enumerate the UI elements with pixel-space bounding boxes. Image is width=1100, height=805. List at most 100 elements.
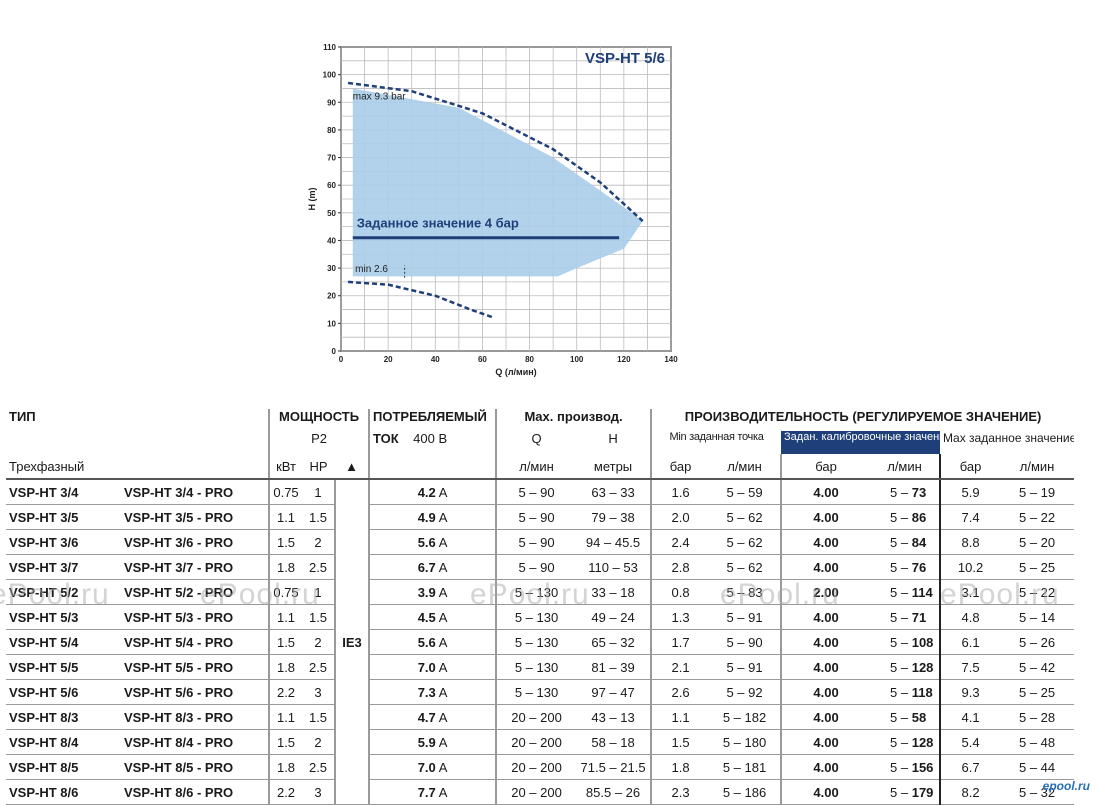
x-axis-title: Q (л/мин) bbox=[495, 367, 536, 377]
spec-table: ТИП МОЩНОСТЬ ПОТРЕБЛЯЕМЫЙ Max. производ.… bbox=[6, 409, 1075, 805]
cal-flow-max: 84 bbox=[911, 534, 927, 550]
current-cell: 7.0 A bbox=[368, 654, 497, 680]
cal-flow-min: 5 – bbox=[890, 759, 912, 775]
cal-flow-min: 5 – bbox=[890, 484, 912, 500]
cal-bar-cell: 4.00 bbox=[780, 679, 871, 705]
min-bar-cell: 1.3 bbox=[650, 604, 710, 630]
head-range-cell: 85.5 – 26 bbox=[576, 779, 652, 805]
model-cell: VSP-HT 3/6 bbox=[6, 529, 121, 555]
current-cell: 4.2 A bbox=[368, 479, 497, 505]
cal-flow-max: 128 bbox=[911, 734, 934, 750]
model-cell: VSP-HT 8/6 bbox=[6, 779, 121, 805]
min-bar-cell: 1.8 bbox=[650, 754, 710, 780]
power-kw-cell: 1.1 bbox=[268, 504, 303, 530]
power-hp-cell: 1.5 bbox=[302, 504, 336, 530]
y-tick-label: 60 bbox=[327, 181, 336, 190]
corner-logo: epool.ru bbox=[1042, 779, 1090, 793]
max-bar-cell: 10.2 bbox=[940, 554, 1001, 580]
min-flow-cell: 5 – 182 bbox=[709, 704, 782, 730]
y-tick-label: 100 bbox=[323, 71, 337, 80]
col-current-tok: ТОК bbox=[373, 431, 399, 446]
cal-flow-min: 5 – bbox=[890, 659, 912, 675]
flow-range-cell: 5 – 90 bbox=[495, 504, 577, 530]
head-range-cell: 33 – 18 bbox=[576, 579, 652, 605]
head-range-cell: 49 – 24 bbox=[576, 604, 652, 630]
power-kw-cell: 1.8 bbox=[268, 654, 303, 680]
power-kw-cell: 1.1 bbox=[268, 704, 303, 730]
cal-bar-cell: 4.00 bbox=[780, 629, 871, 655]
power-kw-cell: 0.75 bbox=[268, 479, 303, 505]
pro-model-cell: VSP-HT 3/5 - PRO bbox=[121, 504, 270, 530]
flow-range-cell: 5 – 90 bbox=[495, 529, 577, 555]
power-hp-cell: 1 bbox=[302, 479, 336, 505]
cal-flow-max: 128 bbox=[911, 659, 934, 675]
col-400v: 400 В bbox=[413, 431, 448, 446]
min-label: min 2.6 bbox=[355, 264, 388, 275]
current-unit: A bbox=[438, 584, 448, 600]
current-cell: 7.3 A bbox=[368, 679, 497, 705]
min-flow-cell: 5 – 91 bbox=[709, 604, 782, 630]
max-flow-cell: 5 – 22 bbox=[1000, 504, 1075, 530]
col-current: ПОТРЕБЛЯЕМЫЙ bbox=[368, 409, 497, 431]
max-bar-cell: 5.9 bbox=[940, 479, 1001, 505]
cal-bar-cell: 4.00 bbox=[780, 604, 871, 630]
power-kw-cell: 2.2 bbox=[268, 679, 303, 705]
col-maxset: Max заданное значение bbox=[943, 431, 1075, 445]
cal-flow-max: 76 bbox=[911, 559, 927, 575]
chart-title: VSP-HT 5/6 bbox=[585, 50, 665, 67]
max-bar-cell: 4.1 bbox=[940, 704, 1001, 730]
max-flow-cell: 5 – 22 bbox=[1000, 579, 1075, 605]
min-flow-cell: 5 – 180 bbox=[709, 729, 782, 755]
pro-model-cell: VSP-HT 8/6 - PRO bbox=[121, 779, 270, 805]
x-tick-label: 120 bbox=[617, 355, 631, 364]
current-unit: A bbox=[438, 609, 448, 625]
current-cell: 5.6 A bbox=[368, 529, 497, 555]
cal-flow-max: 179 bbox=[911, 784, 934, 800]
cal-flow-cell: 5 – 156 bbox=[870, 754, 942, 780]
pro-model-cell: VSP-HT 3/4 - PRO bbox=[121, 479, 270, 505]
min-flow-cell: 5 – 83 bbox=[709, 579, 782, 605]
current-cell: 4.5 A bbox=[368, 604, 497, 630]
max-flow-cell: 5 – 44 bbox=[1000, 754, 1075, 780]
flow-range-cell: 5 – 90 bbox=[495, 479, 577, 505]
col-cal-bar: бар bbox=[780, 454, 871, 480]
x-tick-label: 20 bbox=[384, 355, 393, 364]
min-flow-cell: 5 – 62 bbox=[709, 554, 782, 580]
head-range-cell: 81 – 39 bbox=[576, 654, 652, 680]
max-bar-cell: 8.2 bbox=[940, 779, 1001, 805]
min-flow-cell: 5 – 59 bbox=[709, 479, 782, 505]
cal-flow-cell: 5 – 73 bbox=[870, 479, 942, 505]
cal-flow-cell: 5 – 84 bbox=[870, 529, 942, 555]
col-power: МОЩНОСТЬ bbox=[268, 409, 370, 431]
cal-flow-max: 86 bbox=[911, 509, 927, 525]
min-flow-cell: 5 – 90 bbox=[709, 629, 782, 655]
regulated-area bbox=[352, 88, 643, 277]
power-hp-cell: 1.5 bbox=[302, 704, 336, 730]
max-bar-cell: 3.1 bbox=[940, 579, 1001, 605]
chart-svg: Заданное значение 4 бар max 9.3 bar min 2.… bbox=[307, 43, 678, 377]
flow-range-cell: 20 – 200 bbox=[495, 754, 577, 780]
y-tick-label: 10 bbox=[327, 319, 336, 328]
y-tick-label: 20 bbox=[327, 292, 336, 301]
current-cell: 5.6 A bbox=[368, 629, 497, 655]
current-value: 3.9 bbox=[417, 584, 436, 600]
min-bar-cell: 1.5 bbox=[650, 729, 710, 755]
y-tick-label: 90 bbox=[327, 98, 336, 107]
cal-flow-max: 71 bbox=[911, 609, 927, 625]
x-tick-label: 100 bbox=[570, 355, 584, 364]
model-cell: VSP-HT 3/5 bbox=[6, 504, 121, 530]
min-bar-cell: 1.1 bbox=[650, 704, 710, 730]
cal-flow-min: 5 – bbox=[890, 784, 912, 800]
cal-flow-max: 73 bbox=[911, 484, 927, 500]
cal-flow-max: 118 bbox=[911, 684, 933, 700]
col-maxperf: Max. производ. bbox=[495, 409, 652, 431]
cal-flow-cell: 5 – 179 bbox=[870, 779, 942, 805]
min-bar-cell: 2.4 bbox=[650, 529, 710, 555]
cal-flow-cell: 5 – 114 bbox=[870, 579, 942, 605]
power-hp-cell: 2.5 bbox=[302, 654, 336, 680]
y-tick-label: 80 bbox=[327, 126, 336, 135]
power-kw-cell: 2.2 bbox=[268, 779, 303, 805]
